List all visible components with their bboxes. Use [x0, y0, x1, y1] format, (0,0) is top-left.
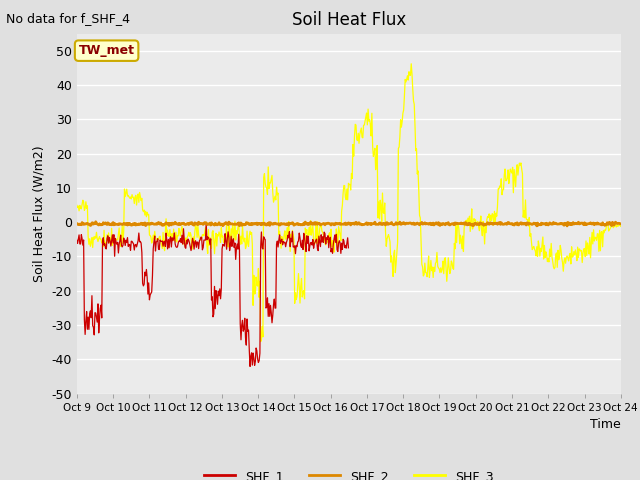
Line: SHF_1: SHF_1: [77, 223, 348, 366]
SHF_3: [433, 259, 440, 265]
SHF_2: [195, 219, 202, 225]
SHF_1: [139, 280, 147, 286]
SHF_3: [73, 203, 81, 208]
SHF_2: [223, 221, 231, 227]
SHF_3: [617, 224, 625, 229]
SHF_1: [223, 246, 230, 252]
SHF_3: [194, 223, 202, 228]
SHF_2: [416, 222, 424, 228]
SHF_3: [139, 207, 147, 213]
Text: No data for f_SHF_4: No data for f_SHF_4: [6, 12, 131, 25]
SHF_3: [257, 339, 264, 345]
SHF_2: [431, 221, 439, 227]
SHF_2: [73, 221, 81, 227]
SHF_2: [617, 221, 625, 227]
SHF_1: [194, 240, 202, 245]
Text: TW_met: TW_met: [79, 44, 134, 57]
SHF_1: [73, 237, 81, 243]
Legend: SHF_1, SHF_2, SHF_3: SHF_1, SHF_2, SHF_3: [199, 465, 499, 480]
SHF_3: [417, 215, 424, 221]
SHF_2: [92, 219, 100, 225]
SHF_2: [140, 222, 147, 228]
Title: Soil Heat Flux: Soil Heat Flux: [292, 11, 406, 29]
Line: SHF_2: SHF_2: [77, 222, 621, 226]
Y-axis label: Soil Heat Flux (W/m2): Soil Heat Flux (W/m2): [33, 145, 46, 282]
SHF_3: [83, 205, 90, 211]
SHF_2: [563, 223, 571, 229]
X-axis label: Time: Time: [590, 418, 621, 431]
SHF_3: [223, 221, 230, 227]
Line: SHF_3: SHF_3: [77, 64, 621, 342]
SHF_2: [83, 221, 90, 227]
SHF_1: [83, 309, 90, 314]
SHF_3: [408, 61, 415, 67]
